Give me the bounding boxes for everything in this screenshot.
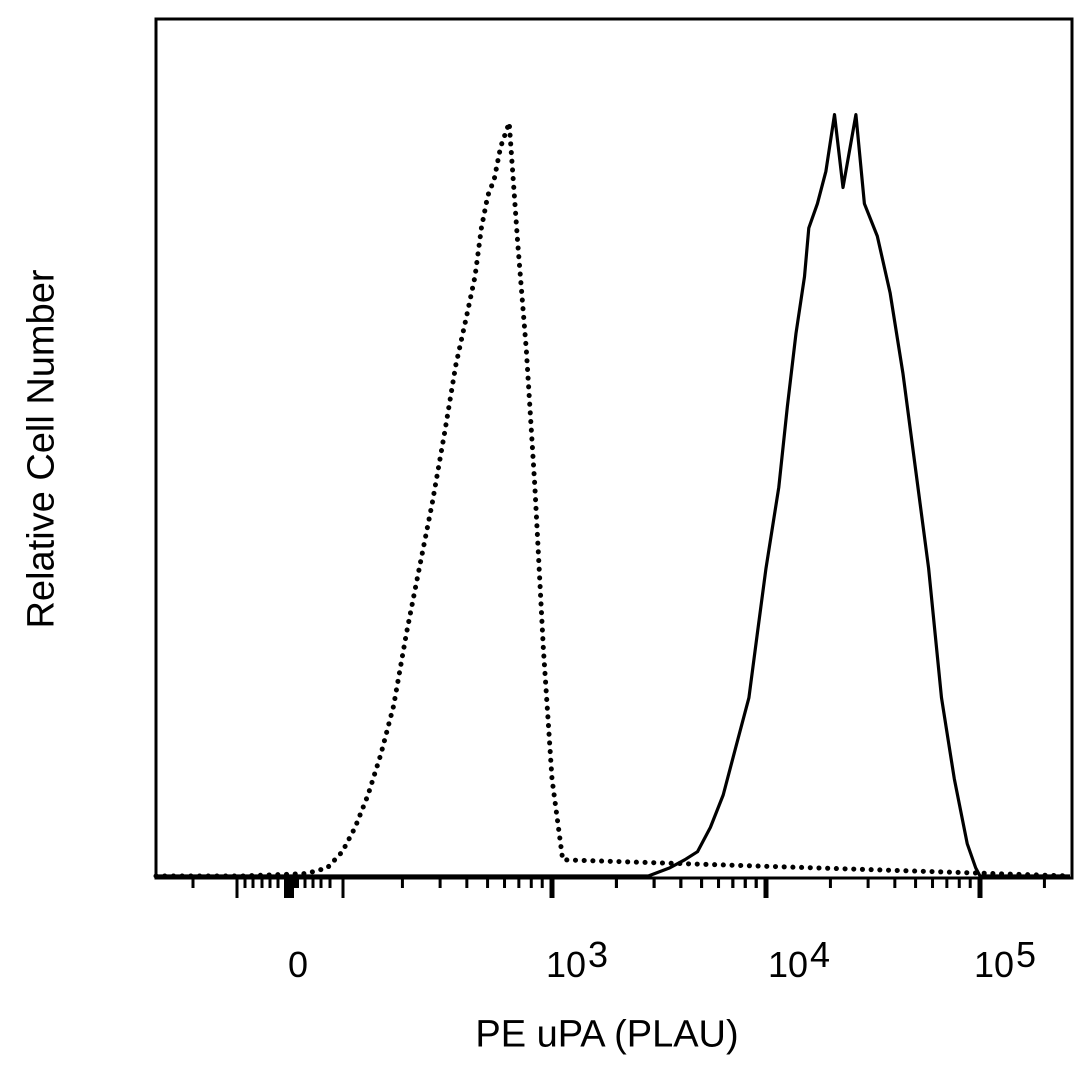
- plot-frame: [154, 17, 1074, 880]
- x-axis-ticks: [191, 878, 1046, 898]
- x-tick-label-1e3: 103: [546, 934, 609, 985]
- x-tick-label-0: 0: [288, 944, 309, 985]
- stained-sample-curve: [156, 113, 1070, 878]
- x-tick-label-1e4: 104: [768, 934, 831, 985]
- x-axis-label: PE uPA (PLAU): [475, 1013, 739, 1056]
- isotype-control-curve: [153, 121, 1073, 879]
- x-tick-label-1e5: 105: [974, 934, 1037, 985]
- y-axis-label: Relative Cell Number: [20, 269, 63, 629]
